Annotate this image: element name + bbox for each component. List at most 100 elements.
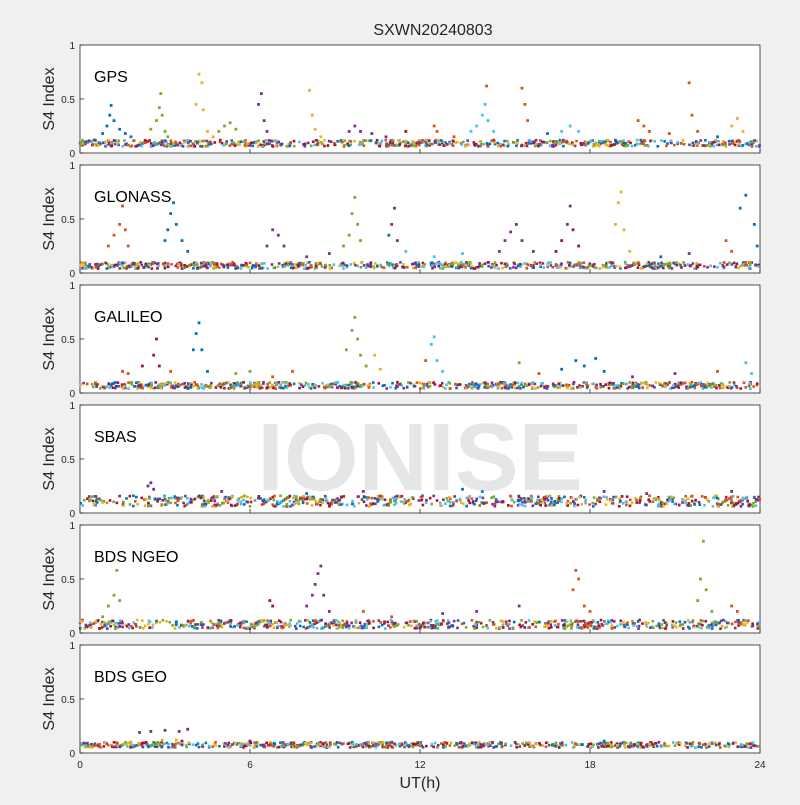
baseline-point	[570, 496, 574, 500]
data-point	[169, 370, 173, 373]
baseline-point	[176, 499, 180, 503]
baseline-point	[336, 386, 339, 389]
baseline-point	[544, 495, 548, 498]
data-point	[313, 127, 317, 131]
baseline-point	[253, 622, 257, 625]
baseline-point	[636, 261, 640, 264]
baseline-point	[226, 501, 230, 504]
baseline-point	[610, 624, 614, 627]
data-point	[160, 113, 164, 117]
baseline-point	[347, 383, 351, 387]
baseline-point	[604, 264, 607, 268]
baseline-point	[618, 742, 621, 746]
baseline-point	[259, 143, 262, 147]
baseline-point	[728, 143, 731, 146]
baseline-point	[294, 498, 298, 501]
baseline-point	[710, 621, 714, 625]
baseline-point	[546, 498, 550, 502]
baseline-point	[713, 621, 716, 625]
baseline-point	[675, 742, 679, 746]
baseline-point	[404, 621, 408, 625]
baseline-point	[374, 141, 378, 145]
baseline-point	[750, 145, 754, 148]
baseline-point	[318, 499, 322, 502]
baseline-point	[314, 383, 318, 387]
data-point	[588, 610, 592, 613]
baseline-point	[298, 140, 301, 144]
baseline-point	[605, 495, 608, 499]
baseline-point	[625, 495, 629, 498]
data-point	[194, 103, 198, 106]
baseline-point	[365, 504, 368, 507]
baseline-point	[385, 741, 388, 745]
baseline-point	[644, 623, 648, 627]
baseline-point	[579, 620, 583, 623]
baseline-point	[341, 502, 344, 506]
baseline-point	[723, 143, 727, 147]
baseline-point	[710, 627, 714, 630]
baseline-point	[619, 140, 622, 143]
baseline-point	[266, 386, 269, 390]
data-point	[106, 244, 110, 248]
baseline-point	[633, 383, 637, 387]
baseline-point	[99, 263, 103, 266]
baseline-point	[549, 503, 552, 506]
baseline-point	[369, 502, 372, 505]
baseline-point	[673, 143, 676, 147]
data-point	[602, 490, 606, 493]
baseline-point	[582, 495, 586, 499]
baseline-point	[141, 386, 144, 390]
baseline-point	[554, 743, 558, 746]
baseline-point	[578, 626, 582, 630]
baseline-point	[368, 383, 371, 387]
baseline-point	[327, 745, 330, 749]
baseline-point	[637, 624, 641, 628]
baseline-point	[724, 619, 727, 623]
baseline-point	[422, 621, 425, 625]
baseline-point	[599, 618, 603, 622]
baseline-point	[495, 745, 498, 748]
baseline-point	[144, 740, 148, 744]
baseline-point	[592, 496, 596, 499]
baseline-point	[686, 619, 690, 622]
baseline-point	[135, 625, 138, 628]
baseline-point	[607, 383, 611, 387]
data-point	[497, 250, 501, 253]
baseline-point	[289, 266, 293, 270]
baseline-point	[490, 139, 493, 143]
baseline-point	[417, 261, 420, 264]
baseline-point	[708, 383, 711, 387]
baseline-point	[732, 501, 736, 505]
baseline-point	[701, 383, 705, 386]
data-point	[378, 367, 382, 371]
baseline-point	[597, 623, 600, 626]
baseline-point	[198, 144, 202, 148]
baseline-point	[523, 744, 527, 747]
baseline-point	[719, 503, 723, 506]
baseline-point	[748, 503, 752, 507]
baseline-point	[402, 140, 405, 144]
baseline-point	[105, 143, 108, 147]
baseline-point	[591, 265, 595, 268]
baseline-point	[357, 501, 361, 505]
baseline-point	[691, 141, 695, 145]
baseline-point	[700, 745, 703, 749]
baseline-point	[443, 741, 446, 744]
baseline-point	[712, 145, 715, 148]
baseline-point	[146, 384, 150, 388]
baseline-point	[345, 503, 349, 507]
baseline-point	[539, 263, 542, 267]
baseline-point	[556, 501, 559, 504]
baseline-point	[90, 742, 93, 746]
baseline-point	[196, 742, 200, 745]
baseline-point	[749, 261, 752, 264]
baseline-point	[667, 264, 670, 268]
baseline-point	[436, 619, 439, 622]
baseline-point	[301, 500, 305, 504]
baseline-point	[671, 626, 674, 629]
baseline-point	[270, 139, 273, 143]
baseline-point	[713, 741, 717, 745]
baseline-point	[475, 745, 478, 749]
baseline-point	[229, 619, 233, 622]
baseline-point	[545, 387, 549, 390]
